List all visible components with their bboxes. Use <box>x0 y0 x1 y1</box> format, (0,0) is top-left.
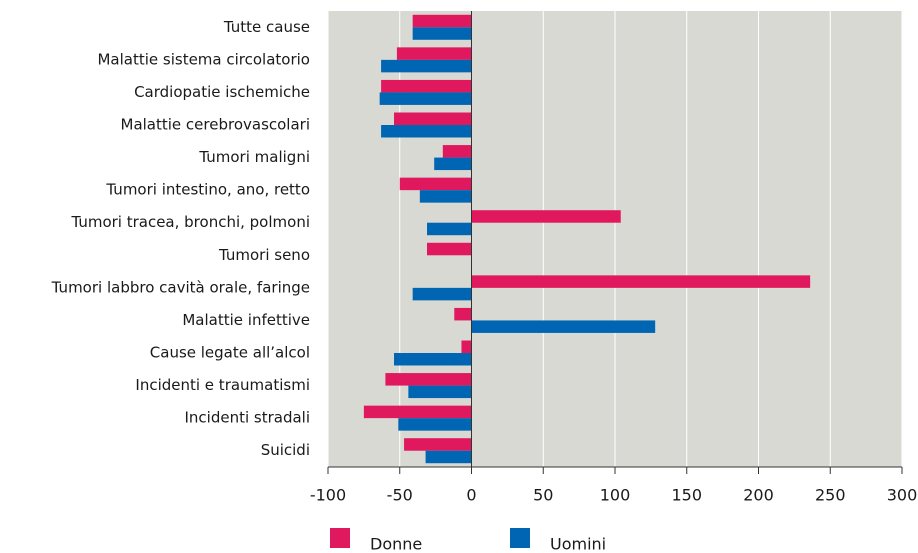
legend-swatch <box>510 528 530 548</box>
x-tick-label: 150 <box>671 486 702 505</box>
bar <box>442 145 472 158</box>
bar <box>412 27 472 40</box>
legend-swatch <box>330 528 350 548</box>
y-tick-label: Incidenti stradali <box>184 409 310 427</box>
y-tick-label: Malattie sistema circolatorio <box>97 50 310 68</box>
x-tick-label: -50 <box>387 486 413 505</box>
bar <box>394 112 472 125</box>
x-tick-label: 300 <box>887 486 918 505</box>
bar <box>398 418 472 431</box>
y-tick-label: Cardiopatie ischemiche <box>134 83 310 101</box>
bar <box>381 125 472 138</box>
bar <box>381 59 472 73</box>
bar <box>379 92 472 105</box>
y-tick-label: Tumori seno <box>218 246 310 264</box>
y-tick-label: Tumori maligni <box>198 148 310 166</box>
legend-label: Uomini <box>550 535 606 553</box>
y-tick-label: Cause legate all’alcol <box>150 344 310 362</box>
y-tick-label: Tumori intestino, ano, retto <box>105 181 310 199</box>
bar <box>427 222 472 236</box>
bar <box>425 450 472 464</box>
bar <box>471 275 811 288</box>
bar <box>363 405 472 419</box>
y-tick-label: Incidenti e traumatismi <box>135 376 310 394</box>
bar <box>381 79 472 93</box>
bar <box>427 242 472 256</box>
bar <box>408 385 472 399</box>
x-tick-label: 200 <box>743 486 774 505</box>
bar <box>454 307 472 321</box>
x-tick-label: 100 <box>600 486 631 505</box>
x-tick-label: 50 <box>533 486 553 505</box>
bar <box>461 340 472 353</box>
bar <box>412 287 472 301</box>
y-tick-label: Tumori labbro cavità orale, faringe <box>51 278 310 296</box>
bar <box>471 210 621 223</box>
y-tick-label: Suicidi <box>261 441 310 459</box>
bar <box>399 177 472 191</box>
bar <box>412 14 472 28</box>
legend-label: Donne <box>370 535 422 553</box>
bar <box>394 353 472 366</box>
x-tick-label: -100 <box>310 486 346 505</box>
bar <box>396 47 472 60</box>
bar <box>404 438 472 451</box>
y-tick-label: Tutte cause <box>223 18 310 36</box>
x-tick-label: 250 <box>815 486 846 505</box>
y-tick-label: Tumori tracea, bronchi, polmoni <box>70 213 310 231</box>
y-tick-label: Malattie cerebrovascolari <box>121 116 311 134</box>
bar <box>434 157 472 171</box>
bar <box>385 373 472 386</box>
x-tick-label: 0 <box>466 486 476 505</box>
bar <box>419 190 472 203</box>
bar <box>471 320 656 333</box>
y-tick-label: Malattie infettive <box>182 311 310 329</box>
